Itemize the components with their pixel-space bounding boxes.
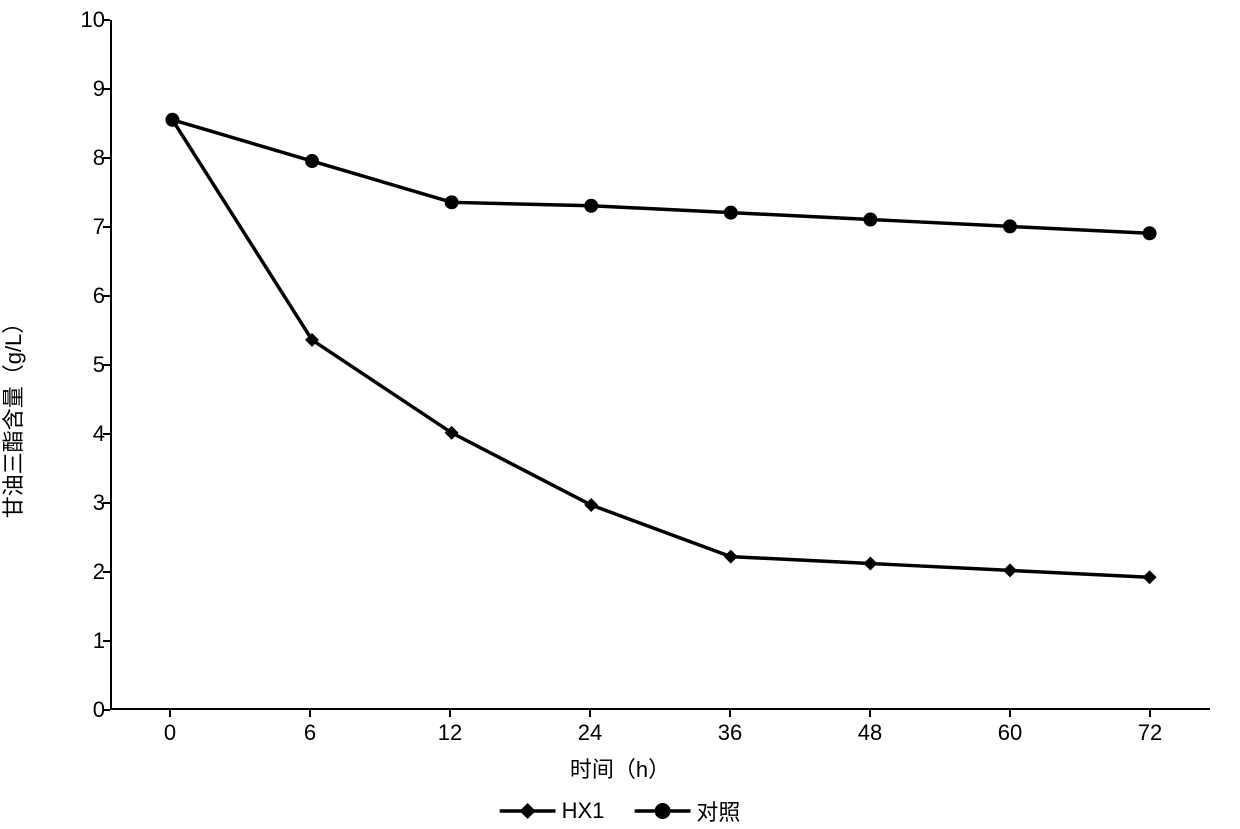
series-marker-HX1 (584, 498, 598, 512)
x-tick-mark (309, 710, 311, 717)
x-tick-mark (449, 710, 451, 717)
legend-swatch-hx1 (500, 799, 556, 823)
y-tick-label: 2 (93, 559, 105, 585)
series-marker-control (165, 113, 179, 127)
y-tick-label: 6 (93, 283, 105, 309)
x-tick-mark (869, 710, 871, 717)
x-tick-label: 48 (858, 720, 882, 746)
legend-label-control: 对照 (696, 795, 740, 827)
y-tick-label: 1 (93, 628, 105, 654)
series-marker-control (1143, 226, 1157, 240)
series-marker-control (724, 206, 738, 220)
series-line-control (172, 120, 1149, 234)
series-marker-HX1 (1143, 570, 1157, 584)
x-tick-label: 36 (718, 720, 742, 746)
chart-svg (112, 20, 1210, 708)
x-tick-label: 72 (1138, 720, 1162, 746)
x-tick-label: 0 (164, 720, 176, 746)
series-marker-HX1 (724, 550, 738, 564)
x-axis-title: 时间（h） (570, 752, 670, 784)
legend-item-control: 对照 (634, 795, 740, 827)
chart-container: 甘油三酯含量（g/L） 012345678910 06122436486072 … (0, 0, 1240, 829)
series-marker-HX1 (863, 557, 877, 571)
x-tick-label: 6 (304, 720, 316, 746)
series-marker-control (863, 213, 877, 227)
y-tick-label: 7 (93, 214, 105, 240)
series-marker-control (445, 195, 459, 209)
y-tick-label: 9 (93, 76, 105, 102)
y-axis-title: 甘油三酯含量（g/L） (0, 311, 28, 518)
y-tick-label: 5 (93, 352, 105, 378)
legend-item-hx1: HX1 (500, 798, 605, 824)
x-tick-mark (1149, 710, 1151, 717)
y-tick-label: 0 (93, 697, 105, 723)
legend: HX1 对照 (500, 795, 741, 827)
x-tick-mark (589, 710, 591, 717)
series-marker-control (584, 199, 598, 213)
series-line-HX1 (172, 120, 1149, 578)
y-tick-label: 4 (93, 421, 105, 447)
x-tick-label: 24 (578, 720, 602, 746)
x-tick-mark (169, 710, 171, 717)
legend-swatch-control (634, 799, 690, 823)
x-tick-label: 12 (438, 720, 462, 746)
x-tick-mark (1009, 710, 1011, 717)
series-marker-control (1003, 219, 1017, 233)
x-tick-label: 60 (998, 720, 1022, 746)
x-tick-mark (729, 710, 731, 717)
series-marker-HX1 (1003, 563, 1017, 577)
plot-area (110, 20, 1210, 710)
series-marker-control (305, 154, 319, 168)
legend-label-hx1: HX1 (562, 798, 605, 824)
y-tick-label: 8 (93, 145, 105, 171)
y-tick-label: 3 (93, 490, 105, 516)
y-tick-label: 10 (81, 7, 105, 33)
